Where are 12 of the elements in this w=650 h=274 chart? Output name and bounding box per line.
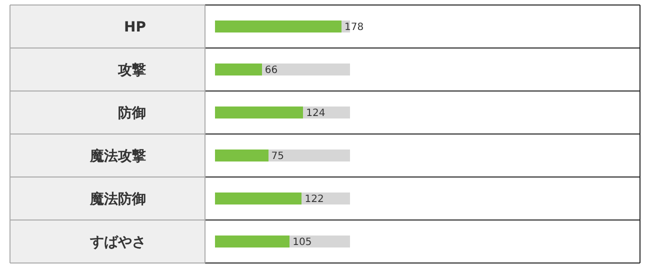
y-tick-label: 魔法防御 bbox=[89, 190, 146, 208]
y-tick-label: 防御 bbox=[118, 104, 146, 122]
data-label: 105 bbox=[292, 236, 312, 248]
y-tick-label: すばやさ bbox=[89, 234, 146, 250]
y-tick-label: 魔法攻撃 bbox=[89, 147, 146, 164]
data-label: 178 bbox=[344, 22, 364, 33]
data-label: 124 bbox=[306, 108, 326, 119]
data-label: 75 bbox=[271, 150, 284, 162]
data-label: 122 bbox=[304, 194, 324, 205]
data-label: 66 bbox=[264, 64, 278, 76]
y-tick-label: HP bbox=[124, 19, 146, 36]
y-tick-label: 攻撃 bbox=[117, 62, 146, 78]
